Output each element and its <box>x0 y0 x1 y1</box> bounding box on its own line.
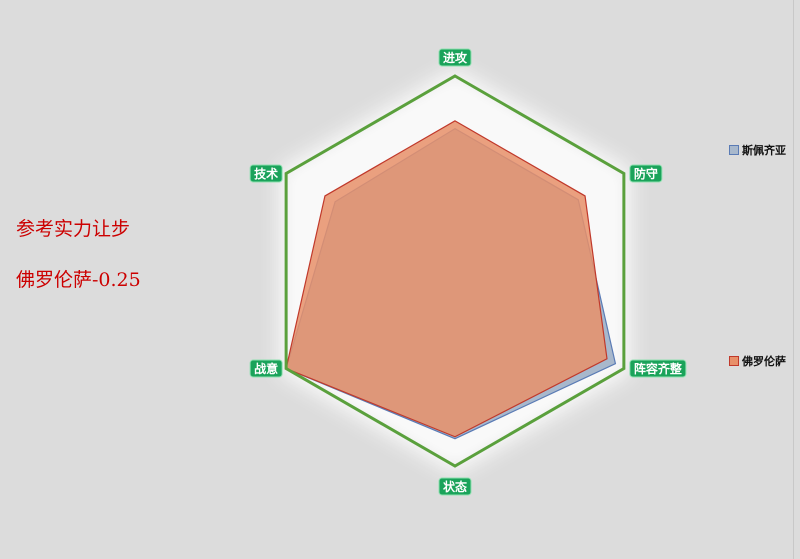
handicap-title: 参考实力让步 <box>16 218 131 240</box>
series-area-1 <box>285 120 608 438</box>
radar-grid-outline <box>284 74 626 468</box>
axis-label-text: 进攻 <box>443 50 468 65</box>
handicap-value: 佛罗伦萨-0.25 <box>16 269 141 291</box>
axis-label: 阵容齐整 <box>629 359 687 378</box>
legend-item-fiorentina[interactable]: 佛罗伦萨 <box>729 353 786 369</box>
frame-edge <box>793 0 794 559</box>
axis-label-text: 阵容齐整 <box>634 361 682 376</box>
axis-label: 进攻 <box>438 48 472 67</box>
axis-label: 技术 <box>249 164 283 183</box>
legend-swatch <box>729 145 739 155</box>
axis-label-text: 技术 <box>254 166 278 181</box>
axis-label-text: 状态 <box>443 479 467 494</box>
axis-label: 战意 <box>249 359 283 378</box>
axis-label-text: 防守 <box>634 166 658 181</box>
legend-swatch <box>729 356 739 366</box>
axis-label: 防守 <box>629 164 663 183</box>
legend-label: 斯佩齐亚 <box>742 144 786 157</box>
axis-label-text: 战意 <box>254 361 278 376</box>
legend-item-spezia[interactable]: 斯佩齐亚 <box>729 142 786 158</box>
axis-label: 状态 <box>438 477 472 496</box>
legend-label: 佛罗伦萨 <box>742 355 786 368</box>
